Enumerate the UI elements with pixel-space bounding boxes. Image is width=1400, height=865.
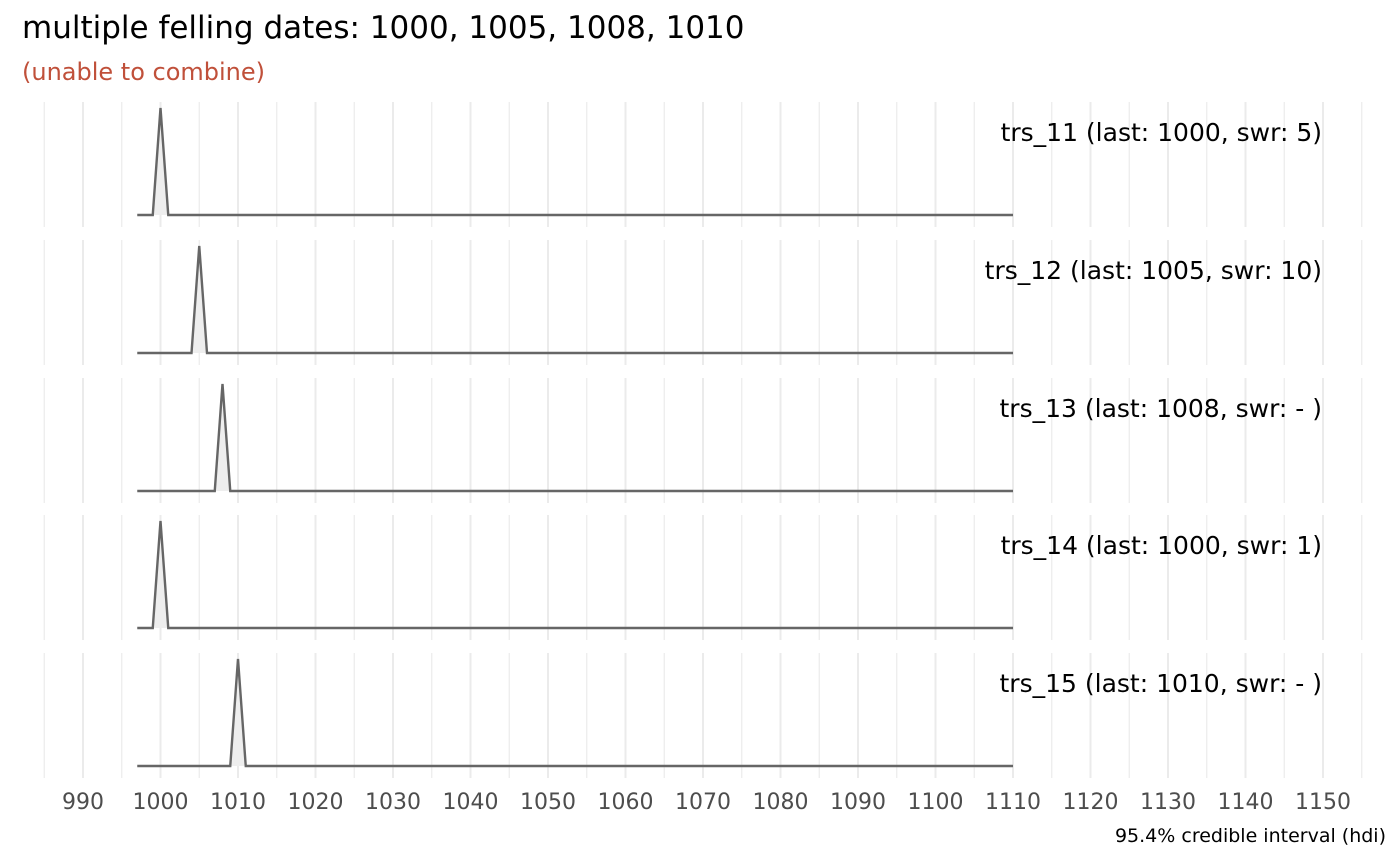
density-line bbox=[137, 383, 1013, 493]
x-tick-label: 1000 bbox=[133, 790, 189, 815]
x-tick-label: 1100 bbox=[908, 790, 964, 815]
density-area bbox=[152, 108, 169, 215]
density-area bbox=[230, 659, 246, 766]
x-tick-label: 1060 bbox=[598, 790, 654, 815]
series-label: trs_13 (last: 1008, swr: - ) bbox=[1000, 394, 1323, 423]
density-area bbox=[214, 384, 231, 491]
x-tick-label: 1140 bbox=[1218, 790, 1274, 815]
density-line bbox=[137, 107, 1013, 217]
x-tick-label: 1090 bbox=[830, 790, 886, 815]
panel-5: trs_15 (last: 1010, swr: - ) bbox=[137, 658, 1323, 768]
density-area bbox=[191, 246, 207, 353]
x-tick-label: 1040 bbox=[443, 790, 499, 815]
panels: trs_11 (last: 1000, swr: 5) trs_12 (last:… bbox=[137, 107, 1323, 768]
density-line bbox=[137, 520, 1013, 630]
panel-3: trs_13 (last: 1008, swr: - ) bbox=[137, 383, 1323, 493]
series-label: trs_15 (last: 1010, swr: - ) bbox=[1000, 669, 1323, 698]
series-label: trs_14 (last: 1000, swr: 1) bbox=[1001, 531, 1322, 560]
x-tick-label: 1120 bbox=[1063, 790, 1119, 815]
density-line bbox=[137, 245, 1013, 355]
density-line bbox=[137, 658, 1013, 768]
series-label: trs_12 (last: 1005, swr: 10) bbox=[985, 256, 1322, 285]
x-tick-label: 1020 bbox=[288, 790, 344, 815]
panel-1: trs_11 (last: 1000, swr: 5) bbox=[137, 107, 1322, 217]
chart-subtitle: (unable to combine) bbox=[22, 58, 266, 86]
x-tick-label: 1110 bbox=[985, 790, 1041, 815]
x-tick-label: 1050 bbox=[520, 790, 576, 815]
chart-title: multiple felling dates: 1000, 1005, 1008… bbox=[22, 10, 745, 46]
density-area bbox=[152, 521, 169, 628]
panel-4: trs_14 (last: 1000, swr: 1) bbox=[137, 520, 1322, 630]
x-axis-tick-labels: 990 1000 1010 1020 1030 1040 1050 1060 1070 1080 1… bbox=[62, 790, 1351, 815]
x-tick-label: 1080 bbox=[753, 790, 809, 815]
x-tick-label: 1130 bbox=[1140, 790, 1196, 815]
series-label: trs_11 (last: 1000, swr: 5) bbox=[1001, 118, 1322, 147]
x-tick-label: 1030 bbox=[365, 790, 421, 815]
panel-2: trs_12 (last: 1005, swr: 10) bbox=[137, 245, 1322, 355]
x-tick-label: 1070 bbox=[675, 790, 731, 815]
chart-caption: 95.4% credible interval (hdi) bbox=[1114, 825, 1386, 847]
grid-lines bbox=[43, 102, 1363, 778]
x-tick-label: 1010 bbox=[210, 790, 266, 815]
x-tick-label: 990 bbox=[62, 790, 104, 815]
x-tick-label: 1150 bbox=[1295, 790, 1351, 815]
